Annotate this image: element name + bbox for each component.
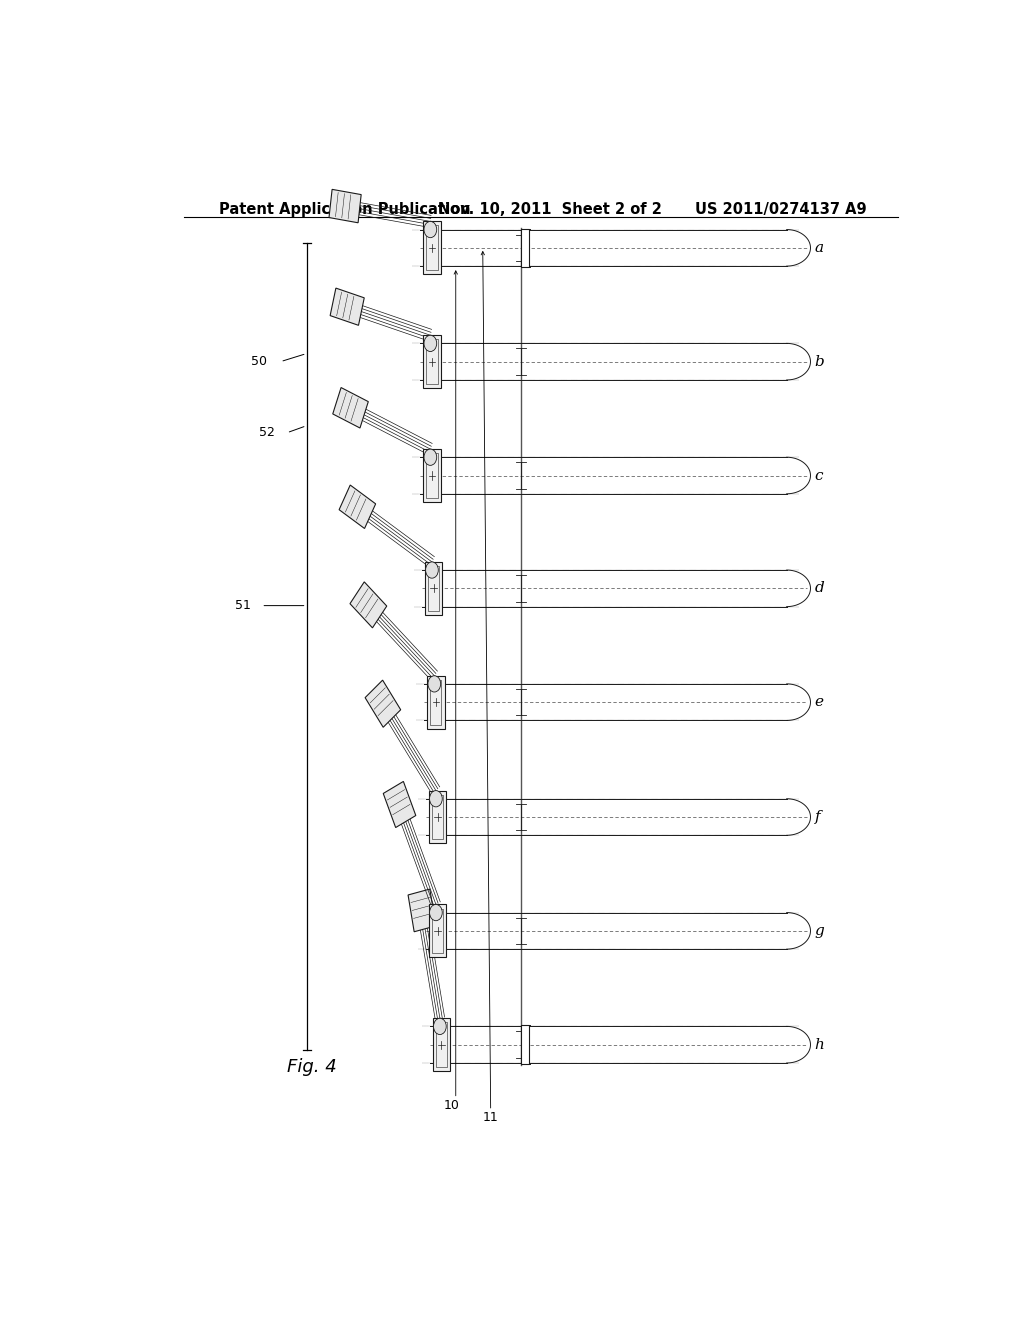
Text: b: b: [814, 355, 824, 368]
Text: 11: 11: [482, 1110, 499, 1123]
Text: g: g: [814, 924, 824, 939]
Text: h: h: [814, 1038, 824, 1052]
Bar: [432, 795, 443, 840]
Circle shape: [424, 335, 436, 351]
Circle shape: [424, 449, 436, 466]
Bar: [521, 228, 528, 267]
Text: 10: 10: [443, 1098, 460, 1111]
Bar: [436, 1022, 447, 1067]
Bar: [423, 222, 440, 275]
Polygon shape: [339, 484, 376, 528]
Bar: [428, 566, 439, 611]
Text: 50: 50: [251, 355, 267, 368]
Bar: [433, 1018, 451, 1071]
Bar: [426, 453, 437, 498]
Text: d: d: [814, 581, 824, 595]
Bar: [430, 680, 441, 725]
Bar: [423, 335, 440, 388]
Circle shape: [430, 791, 442, 807]
Polygon shape: [330, 288, 365, 325]
Text: e: e: [814, 696, 823, 709]
Circle shape: [433, 1018, 446, 1035]
Polygon shape: [408, 890, 436, 932]
Text: 52: 52: [259, 426, 274, 440]
Bar: [432, 908, 443, 953]
Polygon shape: [329, 189, 361, 223]
Polygon shape: [383, 781, 416, 828]
Bar: [427, 676, 444, 729]
Text: 51: 51: [236, 599, 251, 612]
Text: Nov. 10, 2011  Sheet 2 of 2: Nov. 10, 2011 Sheet 2 of 2: [437, 202, 662, 216]
Polygon shape: [333, 388, 369, 428]
Text: Patent Application Publication: Patent Application Publication: [219, 202, 471, 216]
Text: c: c: [814, 469, 823, 483]
Bar: [426, 226, 437, 271]
Polygon shape: [350, 582, 387, 628]
Polygon shape: [366, 680, 400, 727]
Text: a: a: [814, 240, 823, 255]
Text: Fig. 4: Fig. 4: [287, 1059, 337, 1076]
Bar: [521, 1026, 528, 1064]
Bar: [429, 791, 446, 843]
Bar: [426, 339, 437, 384]
Bar: [429, 904, 446, 957]
Text: f: f: [814, 810, 820, 824]
Circle shape: [426, 562, 438, 578]
Bar: [423, 449, 440, 502]
Circle shape: [428, 676, 440, 692]
Circle shape: [424, 222, 436, 238]
Text: US 2011/0274137 A9: US 2011/0274137 A9: [695, 202, 867, 216]
Bar: [425, 562, 442, 615]
Circle shape: [430, 904, 442, 921]
